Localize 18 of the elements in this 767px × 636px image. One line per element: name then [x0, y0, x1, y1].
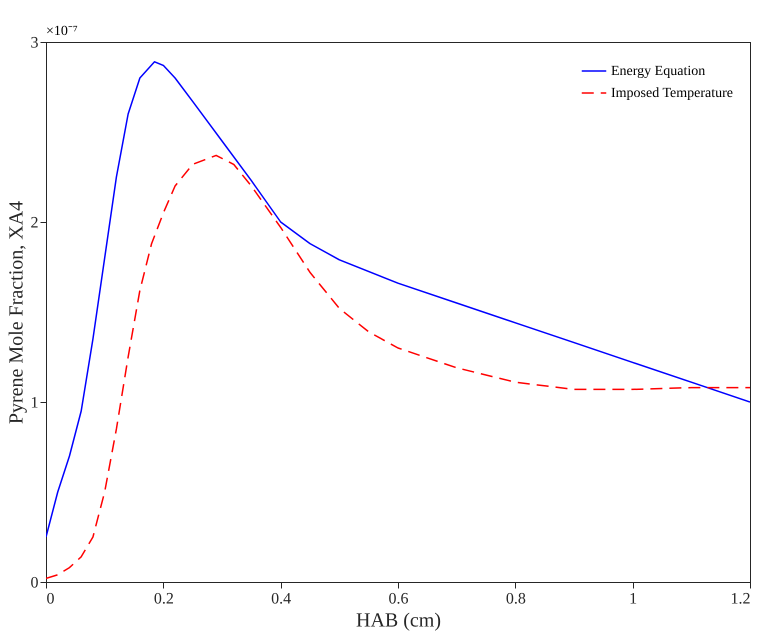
legend-label: Imposed Temperature	[611, 86, 733, 101]
legend-label: Energy Equation	[611, 64, 706, 79]
y-tick-label: 3	[30, 34, 38, 52]
x-tick-label: 0.4	[271, 590, 292, 608]
y-tick-label: 1	[30, 394, 38, 412]
line-series	[46, 61, 750, 538]
x-tick-label: 0.2	[154, 590, 174, 608]
x-tick-label: 0.6	[388, 590, 408, 608]
y-tick-label: 0	[30, 574, 38, 592]
x-tick-label: 1.2	[730, 590, 750, 608]
x-tick-label: 1	[629, 590, 638, 608]
x-tick-label: 0	[46, 590, 54, 608]
y-tick-label: 2	[30, 214, 38, 232]
line-series	[46, 154, 750, 580]
text: ×10⁻⁷	[46, 24, 78, 39]
y-axis-title: Pyrene Mole Fraction, XA4	[6, 200, 28, 424]
x-tick-label: 0.8	[506, 590, 526, 608]
x-axis-title: HAB (cm)	[356, 610, 441, 632]
